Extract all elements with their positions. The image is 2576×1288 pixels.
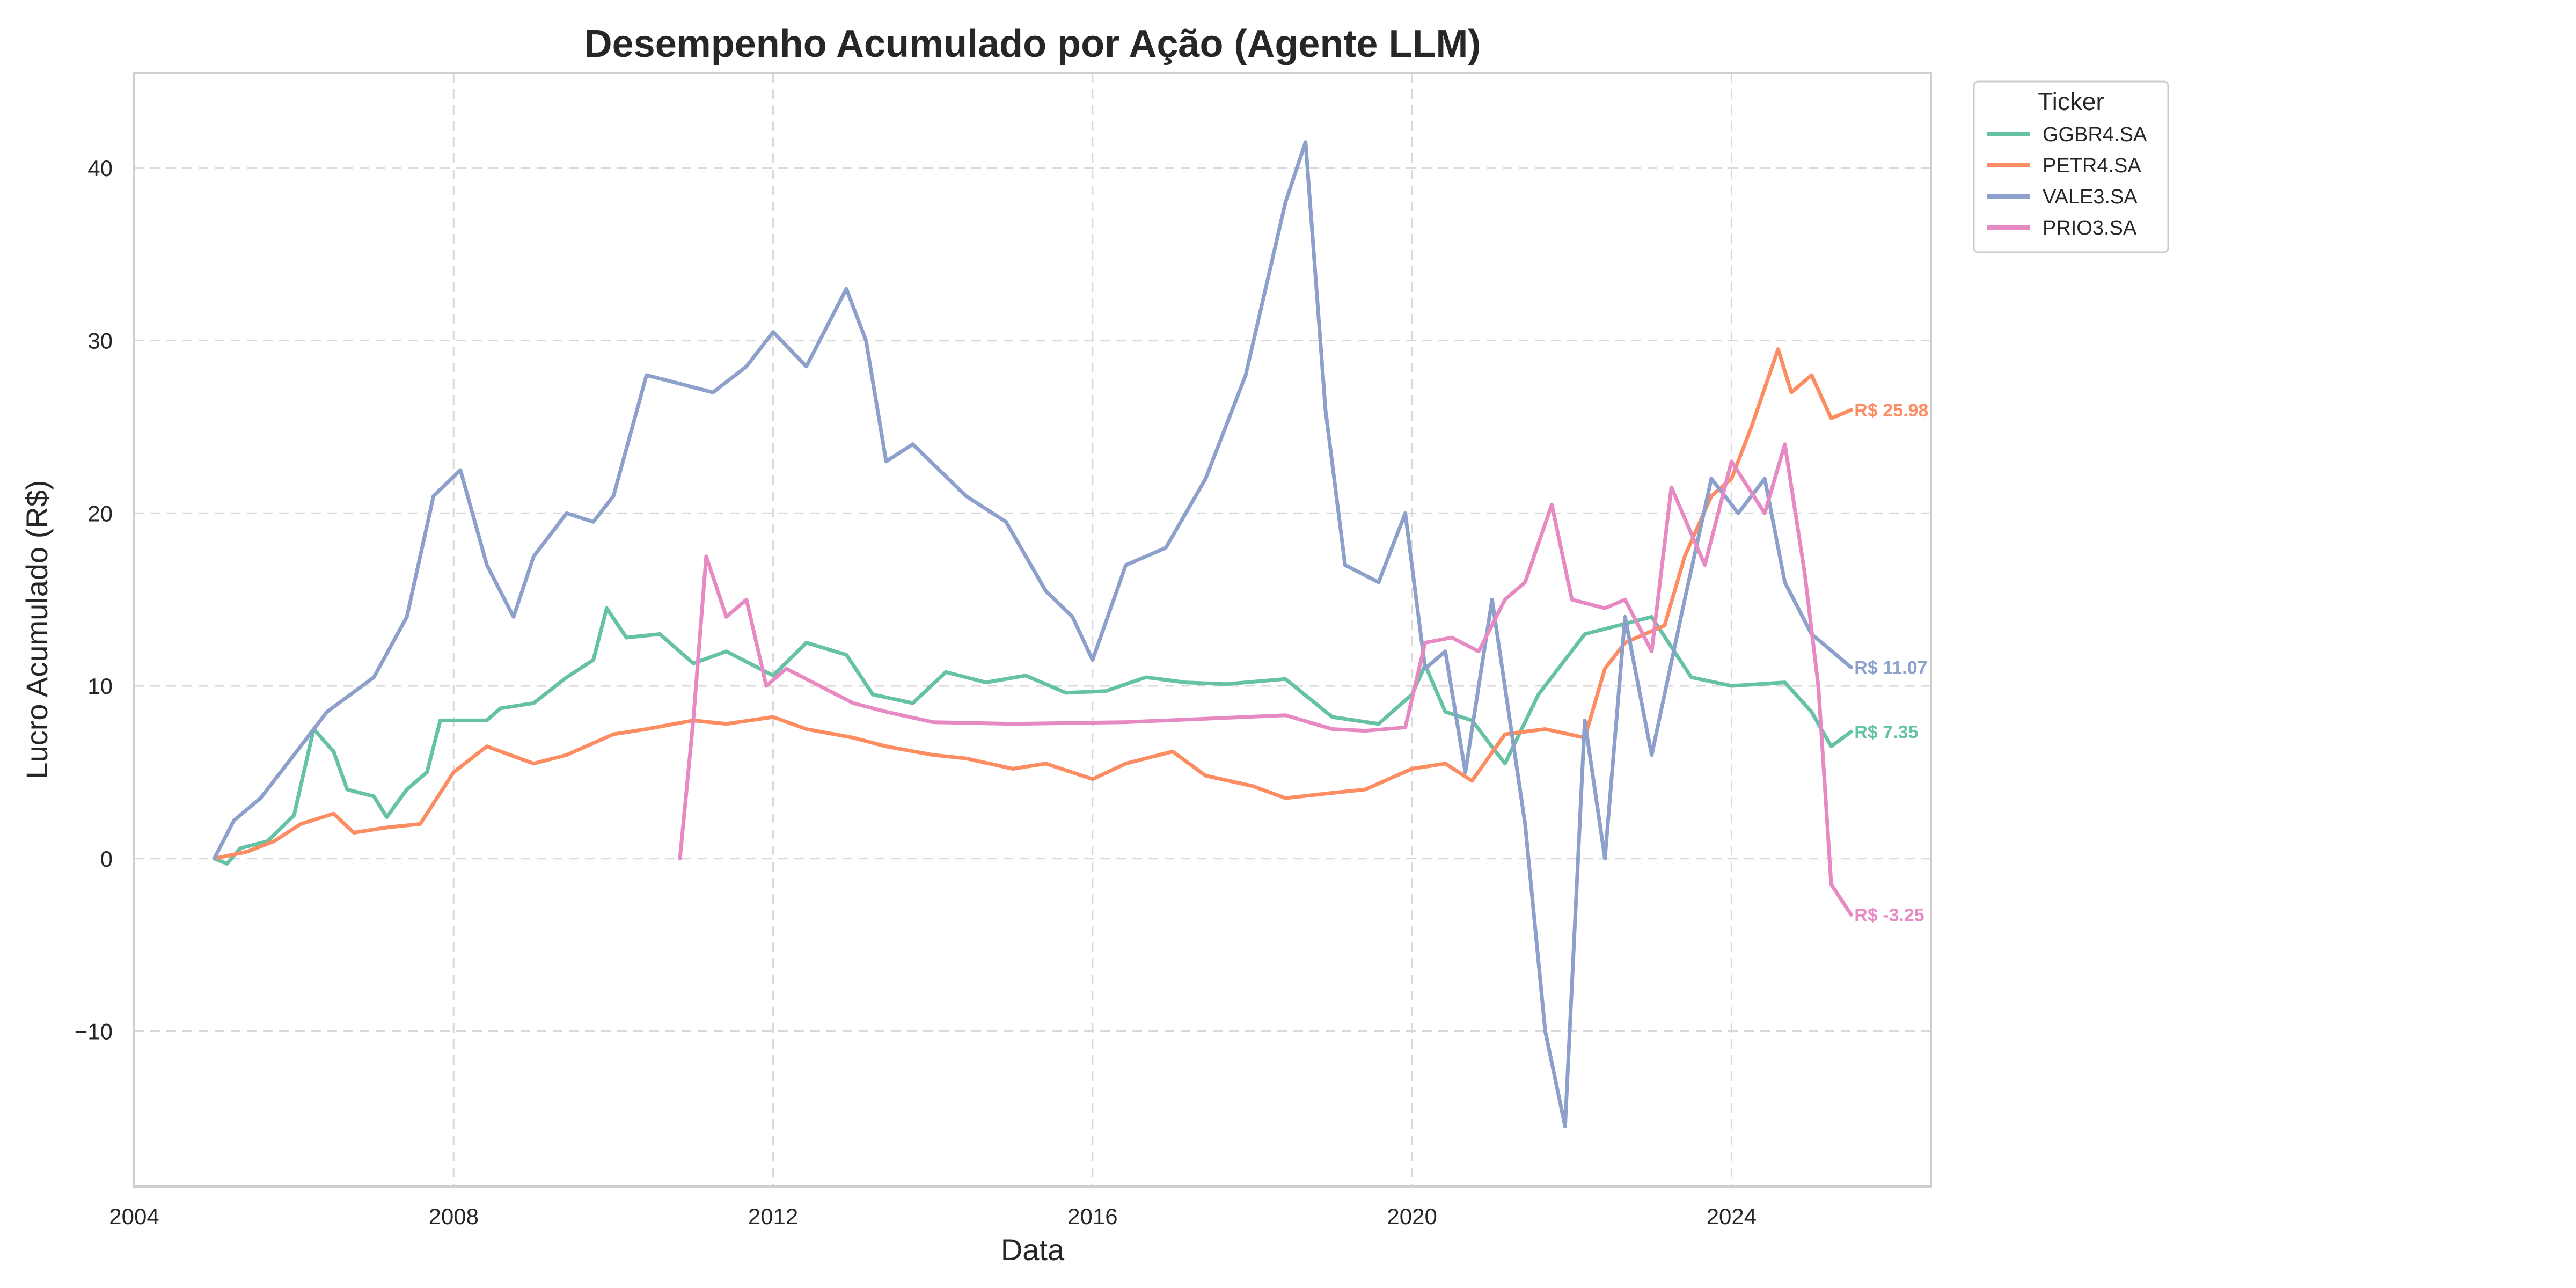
legend-item-label: VALE3.SA [2043, 186, 2138, 208]
x-axis-ticks: 2004 2008 2012 2016 2020 2024 [109, 1204, 1757, 1229]
legend[interactable]: Ticker GGBR4.SA PETR4.SA VALE3.SA PRIO3.SA [1973, 80, 2169, 253]
series-line-prio3-sa [678, 442, 1853, 917]
end-value-label: R$ 25.98 [1854, 400, 1928, 421]
x-tick-label: 2004 [109, 1204, 159, 1229]
legend-item-label: GGBR4.SA [2043, 123, 2147, 146]
y-axis-ticks: −10 0 10 20 30 40 [75, 156, 113, 1044]
x-tick-label: 2008 [429, 1204, 479, 1229]
grid [133, 73, 1931, 1187]
y-tick-label: 30 [87, 328, 113, 354]
series-line-ggbr4-sa [212, 606, 1853, 866]
y-tick-label: 20 [87, 501, 113, 526]
end-labels: R$ 7.35 R$ 25.98 R$ 11.07 R$ -3.25 [1854, 400, 1928, 925]
end-value-label: R$ 7.35 [1854, 722, 1918, 742]
x-tick-label: 2016 [1067, 1204, 1117, 1229]
chart-title: Desempenho Acumulado por Ação (Agente LL… [584, 23, 1481, 65]
x-tick-label: 2024 [1707, 1204, 1757, 1229]
y-axis-label: Lucro Acumulado (R$) [20, 480, 54, 779]
y-tick-label: 10 [87, 674, 113, 699]
x-tick-label: 2020 [1387, 1204, 1437, 1229]
legend-items[interactable]: GGBR4.SA PETR4.SA VALE3.SA PRIO3.SA [1987, 123, 2147, 239]
legend-title: Ticker [2038, 87, 2104, 115]
plot-frame [133, 72, 1932, 1188]
x-tick-label: 2012 [748, 1204, 798, 1229]
x-axis-label: Data [1001, 1233, 1065, 1267]
y-tick-label: 0 [100, 846, 113, 872]
series-lines [212, 140, 1853, 1128]
series-line-vale3-sa [212, 140, 1853, 1128]
legend-item-label: PETR4.SA [2043, 155, 2141, 177]
legend-box [1973, 80, 2169, 253]
end-value-label: R$ 11.07 [1854, 658, 1927, 678]
y-tick-label: −10 [75, 1019, 113, 1044]
end-value-label: R$ -3.25 [1854, 905, 1924, 925]
series-line-petr4-sa [212, 347, 1853, 861]
legend-item-label: PRIO3.SA [2043, 217, 2137, 239]
y-tick-label: 40 [87, 156, 113, 181]
